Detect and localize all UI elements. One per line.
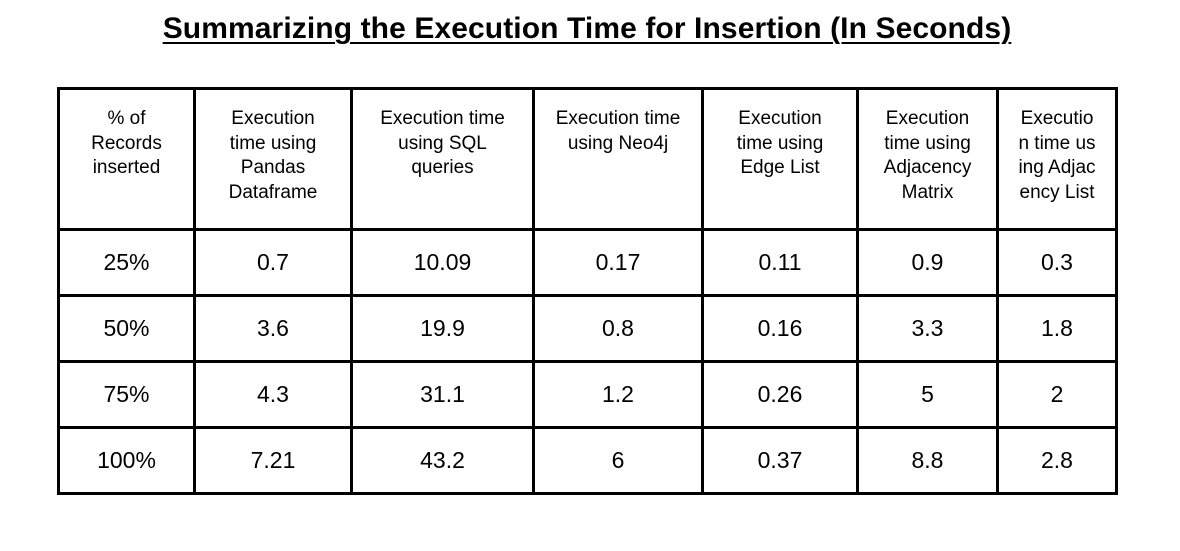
table-cell: 5 [856, 360, 999, 429]
execution-time-table: % of Records inserted Execution time usi… [57, 87, 1118, 495]
header-label: Execution time using Adjacency Matrix [883, 108, 972, 203]
table-cell: 0.11 [701, 228, 859, 297]
header-cell: Execution time using Pandas Dataframe [193, 87, 353, 231]
header-cell: Execution time using Edge List [701, 87, 859, 231]
page-title: Summarizing the Execution Time for Inser… [162, 12, 1012, 45]
table-row: 25% 0.7 10.09 0.17 0.11 0.9 0.3 [57, 228, 1118, 297]
table-cell: 31.1 [350, 360, 535, 429]
table-cell: 75% [57, 360, 196, 429]
table-cell: 50% [57, 294, 196, 363]
table-cell: 2.8 [996, 426, 1118, 495]
table-cell: 0.3 [996, 228, 1118, 297]
header-row: % of Records inserted Execution time usi… [57, 87, 1118, 231]
header-label: Execution time using Neo4j [555, 108, 681, 154]
table-cell: 25% [57, 228, 196, 297]
table-cell: 0.9 [856, 228, 999, 297]
table-cell: 4.3 [193, 360, 353, 429]
table-cell: 2 [996, 360, 1118, 429]
header-label: Execution time using Pandas Dataframe [228, 108, 318, 203]
table-cell: 3.3 [856, 294, 999, 363]
table-cell: 10.09 [350, 228, 535, 297]
header-cell: Execution time using Adjacency List [996, 87, 1118, 231]
header-label: Execution time using SQL queries [380, 108, 505, 178]
table-cell: 19.9 [350, 294, 535, 363]
table-row: 100% 7.21 43.2 6 0.37 8.8 2.8 [57, 426, 1118, 495]
table-cell: 8.8 [856, 426, 999, 495]
table-cell: 1.8 [996, 294, 1118, 363]
table-cell: 7.21 [193, 426, 353, 495]
header-label: Execution time using Edge List [736, 108, 824, 178]
header-cell: Execution time using Adjacency Matrix [856, 87, 999, 231]
table-cell: 100% [57, 426, 196, 495]
header-label: Execution time using Adjacency List [1018, 108, 1096, 203]
table-cell: 0.37 [701, 426, 859, 495]
table-cell: 1.2 [532, 360, 704, 429]
table-cell: 0.26 [701, 360, 859, 429]
table-row: 75% 4.3 31.1 1.2 0.26 5 2 [57, 360, 1118, 429]
header-cell: % of Records inserted [57, 87, 196, 231]
table-cell: 6 [532, 426, 704, 495]
table-cell: 0.17 [532, 228, 704, 297]
table-cell: 43.2 [350, 426, 535, 495]
table-cell: 3.6 [193, 294, 353, 363]
header-label: % of Records inserted [91, 108, 162, 178]
table-cell: 0.16 [701, 294, 859, 363]
header-cell: Execution time using SQL queries [350, 87, 535, 231]
table-cell: 0.8 [532, 294, 704, 363]
table-cell: 0.7 [193, 228, 353, 297]
header-cell: Execution time using Neo4j [532, 87, 704, 231]
table-row: 50% 3.6 19.9 0.8 0.16 3.3 1.8 [57, 294, 1118, 363]
